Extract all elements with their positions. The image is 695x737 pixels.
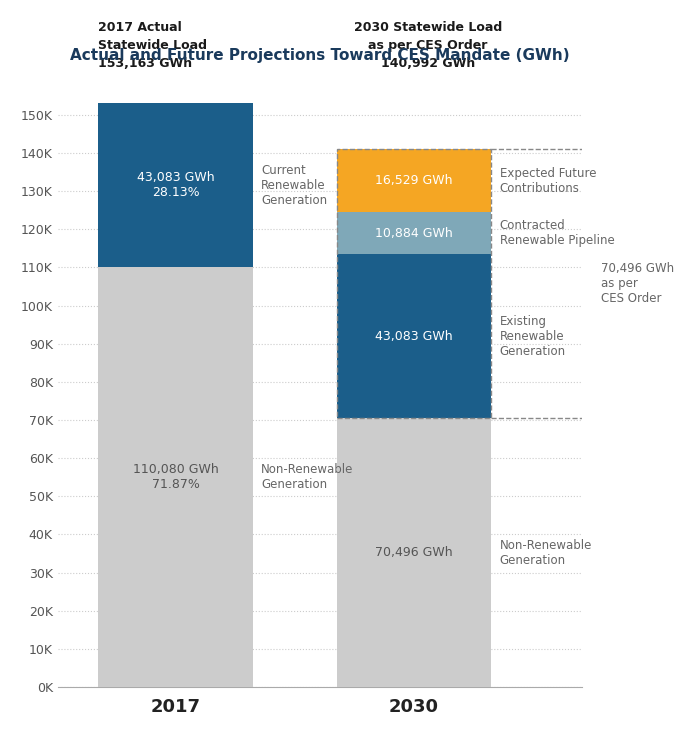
- Text: 16,529 GWh: 16,529 GWh: [375, 175, 452, 187]
- Bar: [337, 254, 491, 418]
- Text: 10,884 GWh: 10,884 GWh: [375, 226, 453, 240]
- Bar: [337, 212, 491, 254]
- Text: Contracted
Renewable Pipeline: Contracted Renewable Pipeline: [500, 219, 614, 247]
- Text: Expected Future
Contributions: Expected Future Contributions: [500, 167, 596, 195]
- Text: 2030 Statewide Load
as per CES Order
140,992 GWh: 2030 Statewide Load as per CES Order 140…: [354, 21, 502, 70]
- Bar: [337, 150, 491, 212]
- Title: Actual and Future Projections Toward CES Mandate (GWh): Actual and Future Projections Toward CES…: [70, 48, 570, 63]
- Text: 43,083 GWh: 43,083 GWh: [375, 329, 453, 343]
- Text: Non-Renewable
Generation: Non-Renewable Generation: [500, 539, 592, 567]
- Text: 70,496 GWh
as per
CES Order: 70,496 GWh as per CES Order: [600, 262, 673, 305]
- Text: Existing
Renewable
Generation: Existing Renewable Generation: [500, 315, 566, 357]
- Text: 43,083 GWh
28.13%: 43,083 GWh 28.13%: [137, 171, 214, 199]
- Bar: [99, 103, 253, 268]
- Text: Non-Renewable
Generation: Non-Renewable Generation: [261, 463, 354, 491]
- Bar: [99, 268, 253, 687]
- Text: 110,080 GWh
71.87%: 110,080 GWh 71.87%: [133, 463, 218, 491]
- Text: Current
Renewable
Generation: Current Renewable Generation: [261, 164, 327, 206]
- Text: 2017 Actual
Statewide Load
153,163 GWh: 2017 Actual Statewide Load 153,163 GWh: [99, 21, 207, 70]
- Bar: [337, 418, 491, 687]
- Text: 70,496 GWh: 70,496 GWh: [375, 546, 453, 559]
